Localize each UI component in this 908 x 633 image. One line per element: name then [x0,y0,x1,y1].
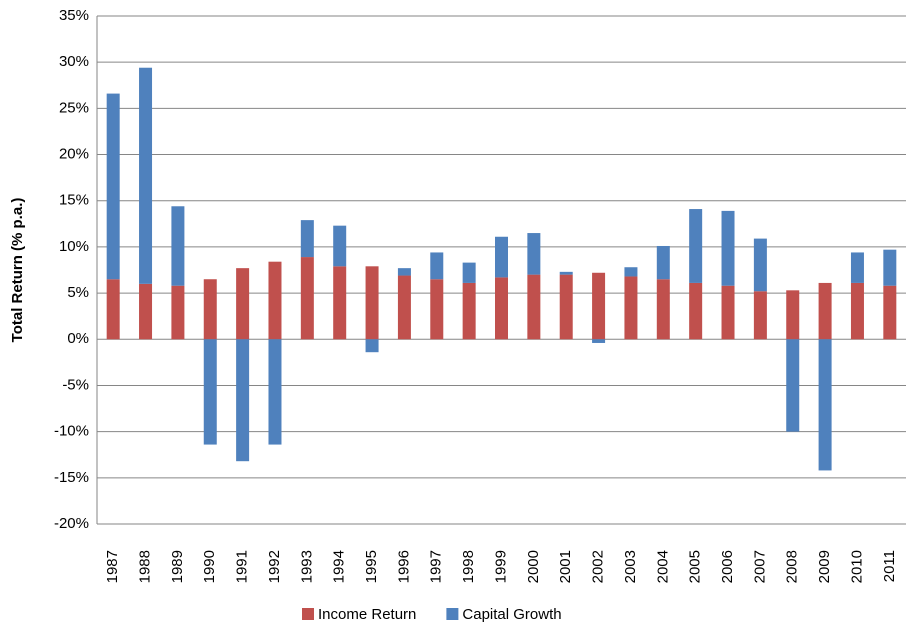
bar [883,285,897,340]
x-tick-label: 1990 [201,550,218,583]
x-tick-label: 2004 [654,550,671,583]
legend-label: Income Return [318,606,416,623]
bar [462,282,476,340]
x-tick-label: 2001 [557,550,574,583]
bar [268,339,282,445]
y-tick-label: 0% [67,330,89,347]
x-tick-label: 1997 [428,550,445,583]
legend-label: Capital Growth [462,606,561,623]
bar [333,225,347,267]
x-tick-label: 2007 [751,550,768,583]
bar [495,277,508,340]
x-tick-label: 1998 [460,550,477,583]
bar [139,67,153,284]
bar [139,283,153,340]
x-tick-label: 1989 [169,550,186,583]
bar [818,339,832,471]
bar [495,236,508,278]
bar [818,282,832,340]
x-tick-label: 1993 [298,550,315,583]
x-tick-label: 2003 [622,550,639,583]
bar [527,274,541,340]
bar [721,285,735,340]
bar [430,252,444,280]
x-tick-label: 1996 [395,550,412,583]
bar [721,210,735,286]
bar [462,262,476,283]
x-tick-label: 2000 [525,550,542,583]
x-tick-label: 2008 [784,550,801,583]
bar [850,282,864,340]
bar [559,274,573,340]
bar [883,249,897,286]
bar [850,252,864,283]
bar [527,233,541,275]
x-tick-label: 2006 [719,550,736,583]
bar [106,93,120,280]
x-tick-label: 1995 [363,550,380,583]
bar [592,272,606,340]
bar [656,279,670,340]
bar [559,271,573,275]
x-tick-label: 2011 [881,550,898,582]
bar [786,339,800,432]
bar [656,245,670,280]
y-tick-label: 35% [59,7,89,24]
bar [753,238,767,292]
bar [236,339,250,462]
bar [430,279,444,340]
y-tick-label: -10% [54,423,89,440]
bar [365,339,379,353]
bar [236,268,250,340]
bar [333,266,347,340]
bar [300,257,314,340]
x-tick-label: 1991 [234,550,251,583]
bar [689,282,703,340]
y-tick-label: -5% [62,376,89,393]
legend-swatch [446,608,459,620]
y-tick-label: 20% [59,146,89,163]
x-tick-label: 1999 [492,550,509,583]
y-axis-title: Total Return (% p.a.) [9,198,26,343]
bar [203,339,217,445]
y-tick-label: -20% [54,515,89,532]
bar [624,267,638,277]
bar [300,220,314,258]
x-tick-label: 2002 [590,550,607,583]
y-tick-label: 5% [67,284,89,301]
y-tick-label: 10% [59,238,89,255]
bar [624,276,638,340]
legend-swatch [302,608,314,620]
y-tick-label: 15% [59,192,89,209]
x-tick-label: 2009 [816,550,833,583]
x-tick-label: 1994 [331,550,348,583]
x-tick-label: 2005 [687,550,704,583]
bar [689,209,703,283]
y-tick-label: -15% [54,469,89,486]
bar [106,279,120,340]
bar [592,339,606,343]
x-tick-label: 1992 [266,550,283,583]
bar [203,279,217,340]
y-tick-label: 25% [59,99,89,116]
x-tick-label: 1988 [137,550,154,583]
x-tick-label: 2010 [848,550,865,583]
bar [171,206,185,286]
y-tick-label: 30% [59,53,89,70]
bar [171,285,185,340]
bar [753,291,767,340]
bar [397,275,411,340]
bar [786,290,800,340]
bar [268,261,282,340]
x-tick-label: 1987 [104,550,121,583]
bar [397,268,411,276]
bar [365,266,379,340]
